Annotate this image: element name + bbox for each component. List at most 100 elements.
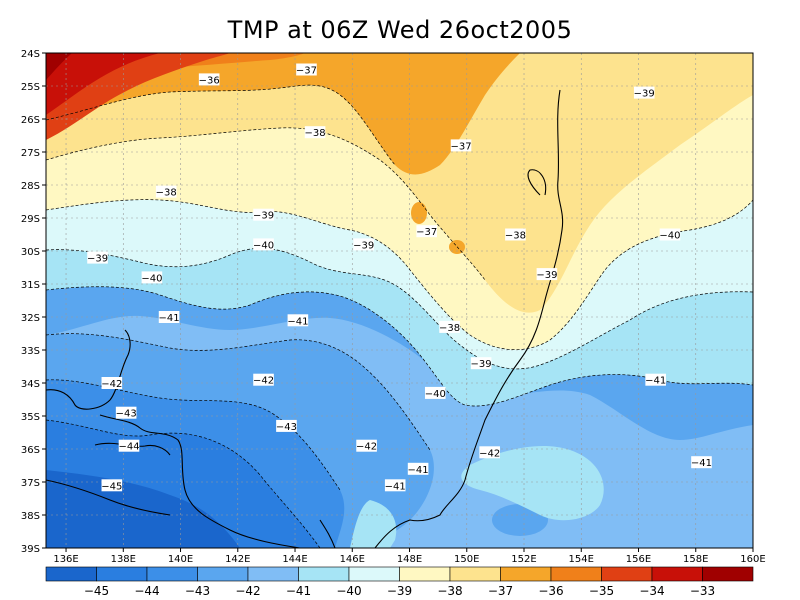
- colorbar-cell: [651, 566, 703, 582]
- pocket-minus37-a: [411, 202, 427, 224]
- coastline-south-2: [46, 479, 171, 516]
- lat-tick-label: 33S: [21, 346, 40, 357]
- contour-label-bg: [645, 373, 666, 386]
- contour-label-bg: [691, 456, 712, 469]
- coastline-east: [374, 89, 564, 548]
- lat-tick-label: 37S: [21, 478, 40, 489]
- lat-tick-label: 26S: [21, 115, 40, 126]
- colorbar-cell: [96, 566, 148, 582]
- coastline-gulf: [99, 414, 301, 548]
- contour-label: −38: [505, 231, 526, 242]
- contour-label-bg: [479, 446, 500, 459]
- contour-label-bg: [536, 268, 558, 281]
- contour-label-bg: [439, 320, 460, 333]
- contour-label-bg: [253, 208, 274, 221]
- contour-label: −42: [479, 448, 500, 459]
- lat-tick-label: 38S: [21, 511, 40, 522]
- coastline-islands-a: [527, 169, 547, 196]
- contour-label-bg: [384, 479, 406, 492]
- contour-label-bg: [198, 73, 220, 86]
- contour-label: −43: [116, 409, 137, 420]
- lat-tick-label: 29S: [21, 214, 40, 225]
- colorbar-cell: [449, 566, 501, 582]
- lon-tick-label: 150E: [454, 554, 479, 565]
- contour-label: −42: [101, 379, 122, 390]
- filled-contours: [46, 53, 753, 548]
- colorbar-label: −40: [336, 584, 361, 598]
- contour-line-a: [46, 199, 753, 350]
- contour-label-bg: [296, 63, 317, 76]
- colorbar-label: −38: [437, 584, 462, 598]
- contour-label-bg: [253, 238, 274, 251]
- lon-tick-label: 152E: [511, 554, 536, 565]
- contour-label: −39: [471, 359, 492, 370]
- lon-tick-label: 140E: [168, 554, 193, 565]
- contour-label: −44: [118, 442, 139, 453]
- colorbar-label: −43: [185, 584, 210, 598]
- lon-tick-label: 138E: [111, 554, 136, 565]
- contour-line-e: [46, 379, 341, 491]
- contour-label-bg: [450, 139, 472, 152]
- contour-label-bg: [155, 185, 177, 198]
- contour-label-bg: [253, 373, 274, 386]
- contour-label: −39: [353, 240, 374, 251]
- lon-tick-label: 158E: [683, 554, 708, 565]
- contour-label-bg: [505, 228, 526, 241]
- contour-label-bg: [287, 314, 309, 327]
- contour-labels: −36 −37 −38 −37 −39 −38 −39 −37 −38 −39 −40 −39 −40 −…: [87, 63, 712, 492]
- colorbar-label: −41: [286, 584, 311, 598]
- contour-label: −40: [425, 389, 446, 400]
- colorbar-label: −33: [690, 584, 715, 598]
- colorbar-label: −45: [84, 584, 109, 598]
- contour-label-bg: [407, 462, 429, 475]
- contour-label: −42: [253, 376, 274, 387]
- contour-label: −36: [199, 75, 220, 86]
- axis-ticks: 136E 138E 140E 142E 144E 146E 148E 150E 152E 154E…: [21, 49, 766, 565]
- coastline-south: [46, 329, 131, 410]
- colorbar-cell: [247, 566, 299, 582]
- colorbar-cell: [702, 566, 754, 582]
- contour-label-bg: [633, 86, 655, 99]
- colorbar-cell: [500, 566, 552, 582]
- colorbar-cell: [298, 566, 350, 582]
- lon-tick-label: 156E: [626, 554, 651, 565]
- colorbar-cell: [348, 566, 400, 582]
- map-frame: [45, 52, 754, 549]
- contour-label-bg: [470, 357, 492, 370]
- contour-label-bg: [158, 311, 180, 323]
- contour-label: −41: [385, 481, 406, 492]
- contour-label-bg: [659, 228, 681, 241]
- contour-label-bg: [101, 377, 123, 389]
- colorbar-cell: [550, 566, 602, 582]
- contour-label: −43: [276, 422, 297, 433]
- contour-label: −41: [645, 376, 666, 387]
- colorbar-label: −34: [639, 584, 664, 598]
- contour-label-bg: [87, 251, 108, 264]
- colorbar-cell: [45, 566, 97, 582]
- contour-line-d: [46, 333, 431, 451]
- coastline-southeast: [319, 519, 336, 548]
- coastline-bay: [94, 442, 171, 456]
- colorbar: −45 −44 −43 −42 −41 −40 −39 −38 −37 −36 −35 −34 −33: [45, 566, 754, 598]
- contour-label: −39: [634, 89, 655, 100]
- colorbar-label: −37: [488, 584, 513, 598]
- lon-tick-label: 154E: [569, 554, 594, 565]
- contour-label: −41: [691, 458, 712, 469]
- colorbar-cell: [601, 566, 653, 582]
- lat-tick-label: 35S: [21, 412, 40, 423]
- contour-label-bg: [424, 386, 446, 399]
- colorbar-label: −42: [235, 584, 260, 598]
- contour-label: −38: [439, 323, 460, 334]
- map-title: TMP at 06Z Wed 26oct2005: [227, 16, 573, 44]
- colorbar-label: −44: [134, 584, 159, 598]
- lon-tick-label: 144E: [282, 554, 307, 565]
- contour-label: −37: [416, 227, 437, 238]
- lon-tick-label: 160E: [740, 554, 765, 565]
- colorbar-label: −36: [538, 584, 563, 598]
- lon-tick-label: 148E: [397, 554, 422, 565]
- contour-label: −45: [101, 481, 122, 492]
- lat-tick-label: 31S: [21, 280, 40, 291]
- contour-label: −40: [659, 231, 680, 242]
- contour-label-bg: [416, 225, 437, 238]
